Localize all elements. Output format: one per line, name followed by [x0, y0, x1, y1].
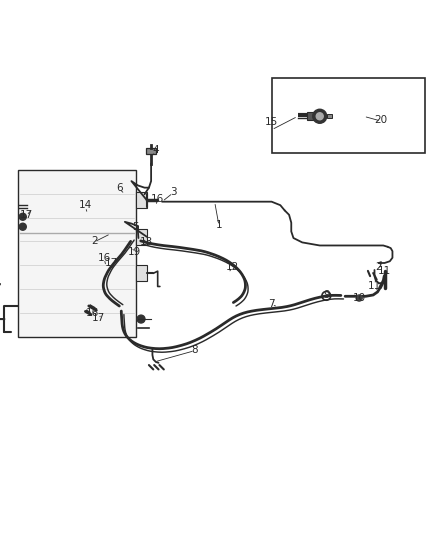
Bar	[146, 148, 156, 154]
Bar	[136, 265, 147, 281]
Text: 17: 17	[92, 313, 105, 323]
Text: 5: 5	[132, 222, 139, 232]
Text: 16: 16	[98, 253, 111, 263]
Text: 3: 3	[170, 187, 177, 197]
Text: 4: 4	[152, 146, 159, 156]
Bar	[136, 229, 147, 245]
Text: 19: 19	[128, 247, 141, 257]
Text: 2: 2	[375, 262, 382, 271]
Bar	[18, 170, 136, 336]
Text: 17: 17	[20, 210, 33, 220]
Text: 8: 8	[191, 345, 198, 355]
Text: 11: 11	[378, 266, 391, 276]
Text: 6: 6	[116, 183, 123, 192]
Bar	[136, 192, 147, 208]
Text: 10: 10	[353, 293, 366, 303]
Text: 17: 17	[105, 258, 118, 268]
Bar	[327, 114, 332, 118]
Circle shape	[313, 109, 327, 123]
Text: 16: 16	[151, 193, 164, 204]
Text: 9: 9	[323, 290, 330, 300]
Text: 14: 14	[79, 200, 92, 210]
Circle shape	[316, 113, 323, 120]
Text: 11: 11	[368, 281, 381, 291]
Circle shape	[356, 295, 362, 301]
Text: 16: 16	[85, 309, 99, 318]
Text: 12: 12	[226, 262, 239, 271]
Circle shape	[19, 213, 26, 220]
Bar	[307, 112, 315, 120]
Circle shape	[137, 315, 145, 323]
Bar	[272, 78, 425, 152]
Text: 20: 20	[374, 115, 388, 125]
Circle shape	[19, 223, 26, 230]
Text: 13: 13	[140, 237, 153, 247]
Text: 15: 15	[265, 117, 278, 127]
Text: 1: 1	[215, 220, 223, 230]
Text: 7: 7	[268, 298, 275, 309]
Text: 2: 2	[91, 236, 98, 246]
